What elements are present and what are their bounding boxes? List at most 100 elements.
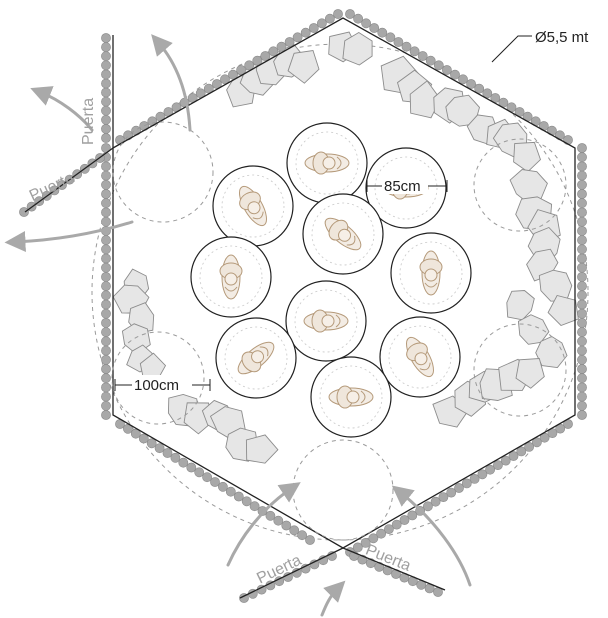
perimeter-bead [577, 253, 587, 264]
perimeter-bead [577, 143, 587, 153]
door-label-left: Puerta [27, 169, 77, 204]
perimeter-bead [297, 530, 307, 541]
perimeter-bead [305, 535, 315, 545]
perimeter-bead [417, 51, 428, 61]
perimeter-bead [438, 492, 449, 502]
perimeter-bead [239, 593, 249, 603]
perimeter-bead [101, 410, 111, 420]
perimeter-bead [383, 524, 394, 534]
arrow-left-out [4, 220, 134, 253]
perimeter-bead [577, 308, 587, 319]
perimeter-bead [101, 170, 111, 181]
perimeter-bead [352, 542, 363, 553]
perimeter-bead [577, 235, 587, 245]
perimeter-bead [461, 478, 472, 489]
perimeter-bead [500, 455, 511, 466]
perimeter-bead [385, 32, 396, 43]
arrow-bottom-left-in [226, 482, 301, 567]
arrow-top-left-up [151, 34, 192, 132]
perimeter-bead [577, 189, 587, 199]
perimeter-bead [236, 65, 246, 75]
seated-figure [324, 217, 362, 251]
perimeter-bead [577, 198, 587, 209]
perimeter-bead [524, 441, 534, 452]
seat-dimension-label-bg [382, 176, 428, 194]
perimeter-bead [225, 486, 236, 497]
seat-inner-ring [374, 156, 438, 220]
perimeter-bead [450, 69, 460, 80]
perimeter-bead [101, 216, 111, 227]
perimeter-bead [577, 225, 587, 236]
perimeter-bead [202, 472, 212, 483]
perimeter-bead [101, 78, 111, 89]
seat-inner-ring [221, 174, 285, 238]
perimeter-bead [577, 382, 587, 393]
perimeter-bead [441, 65, 452, 75]
paving-stone [287, 49, 320, 84]
perimeter-bead [308, 23, 319, 33]
perimeter-bead [115, 135, 125, 145]
perimeter-bead [162, 448, 173, 458]
seat [379, 316, 461, 398]
perimeter-bead [577, 345, 587, 356]
perimeter-bead [233, 491, 244, 502]
paving-stone [445, 94, 480, 127]
perimeter-bead [101, 207, 111, 218]
perimeter-bead [577, 364, 587, 374]
perimeter-bead [170, 452, 181, 463]
perimeter-bead [324, 13, 335, 24]
perimeter-bead [249, 501, 260, 512]
perimeter-bead [369, 23, 380, 33]
perimeter-bead [101, 42, 111, 52]
perimeter-bead [101, 400, 111, 411]
perimeter-bead [508, 451, 519, 461]
perimeter-bead [101, 308, 111, 319]
perimeter-bead [123, 130, 134, 141]
paving-stone [515, 358, 545, 389]
perimeter-bead [333, 9, 343, 19]
perimeter-bead [577, 400, 587, 411]
perimeter-bead [101, 382, 111, 393]
perimeter-bead [217, 481, 228, 492]
seat [310, 356, 392, 438]
paving-stone [342, 31, 373, 66]
seated-figure [239, 185, 267, 227]
perimeter-bead [577, 152, 587, 163]
perimeter-bead [101, 327, 111, 337]
perimeter-bead [101, 391, 111, 402]
perimeter-bead [273, 515, 284, 526]
perimeter-bead [276, 41, 287, 52]
perimeter-bead [454, 483, 464, 493]
perimeter-bead [186, 462, 197, 473]
perimeter-bead [485, 464, 495, 475]
perimeter-bead [154, 443, 165, 454]
perimeter-bead [101, 271, 111, 282]
perimeter-bead [101, 364, 111, 374]
perimeter-bead [101, 198, 111, 209]
perimeter-bead [492, 460, 503, 470]
perimeter-bead [101, 235, 111, 245]
perimeter-bead [101, 123, 111, 134]
perimeter-bead [409, 46, 420, 57]
perimeter-bead [178, 457, 189, 468]
perimeter-bead [130, 428, 141, 439]
perimeter-bead [577, 244, 587, 255]
seat-inner-ring [224, 326, 288, 390]
perimeter-bead [391, 519, 402, 530]
perimeter-bead [577, 391, 587, 402]
perimeter-bead [399, 515, 410, 525]
perimeter-bead [101, 87, 111, 98]
perimeter-bead [101, 51, 111, 62]
seated-figure [304, 151, 350, 175]
perimeter-bead [577, 271, 587, 282]
perimeter-bead [101, 69, 111, 80]
seat [215, 317, 297, 399]
paving-stone [509, 169, 548, 203]
seat-inner-ring [294, 289, 358, 353]
perimeter-bead [281, 520, 292, 531]
perimeter-bead [289, 525, 300, 536]
seated-figure [237, 341, 275, 375]
perimeter-bead [101, 114, 111, 125]
perimeter-bead [101, 33, 111, 43]
perimeter-bead [577, 216, 587, 227]
